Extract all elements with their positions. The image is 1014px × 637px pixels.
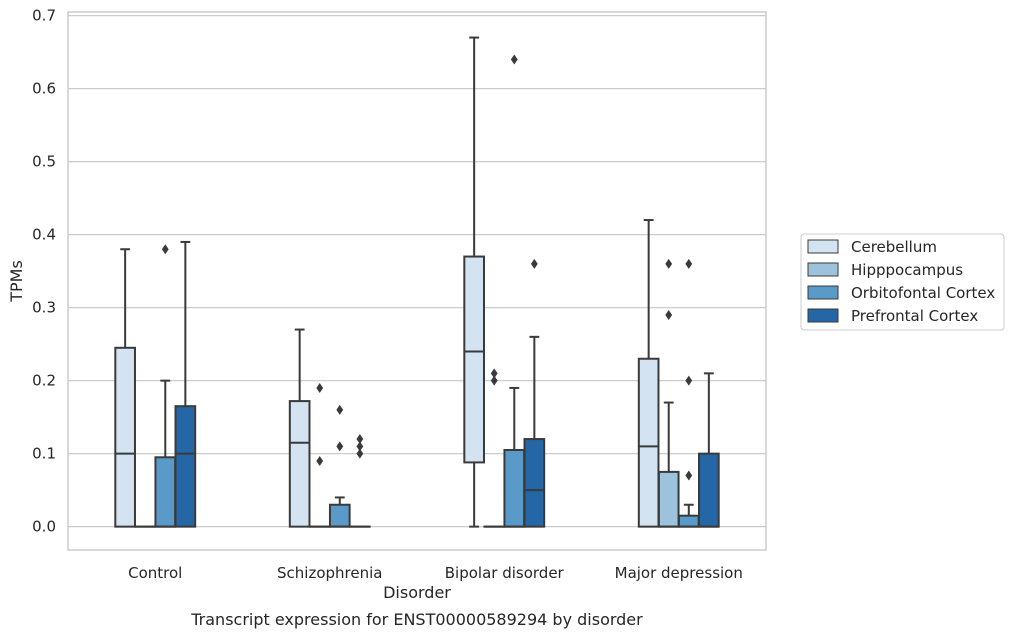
outlier-point [665, 309, 673, 320]
box-0-1 [288, 328, 311, 528]
box-iqr [677, 514, 700, 528]
y-tick-label: 0.4 [32, 226, 56, 244]
box-0-0 [114, 248, 136, 528]
box-iqr [698, 452, 720, 528]
y-tick-label: 0.6 [32, 80, 56, 98]
x-axis-label: Disorder [383, 583, 451, 602]
outlier-point [356, 448, 364, 459]
box-iqr [523, 438, 546, 528]
legend: Cerebellum Hipppocampus Orbitofontal Corte… [800, 233, 1005, 331]
outlier-point [336, 441, 344, 452]
x-tick-label: Schizophrenia [277, 564, 382, 582]
outlier-point [356, 434, 364, 445]
box-0-2 [463, 36, 485, 528]
box-2-2 [503, 54, 526, 528]
outlier-point [161, 244, 169, 255]
box-iqr [114, 346, 136, 528]
box-iqr [463, 255, 485, 464]
legend-swatch [807, 239, 839, 254]
y-tick-label: 0.7 [32, 7, 56, 25]
outlier-point [336, 404, 344, 415]
box-3-0 [174, 240, 197, 528]
outlier-point [490, 368, 498, 379]
box-3-1 [349, 434, 371, 528]
y-tick-label: 0.3 [32, 299, 56, 317]
outlier-point [316, 382, 324, 393]
y-tick-label: 0.2 [32, 372, 56, 390]
y-tick-label: 0.0 [32, 518, 56, 536]
outlier-point [685, 470, 693, 481]
plot-frame [67, 11, 767, 551]
box-iqr [637, 357, 660, 528]
y-tick-labels: 0.0 0.1 0.2 0.3 0.4 0.5 0.6 0.7 [32, 7, 56, 536]
legend-label: Prefrontal Cortex [851, 307, 978, 325]
legend-label: Hipppocampus [851, 261, 963, 279]
outlier-point [530, 258, 538, 269]
legend-swatch [807, 285, 839, 300]
box-0-3 [637, 219, 660, 528]
box-iqr [288, 400, 311, 528]
box-3-3 [698, 372, 720, 528]
outlier-point [316, 455, 324, 466]
y-tick-label: 0.5 [32, 153, 56, 171]
x-tick-label: Major depression [615, 564, 743, 582]
legend-swatch [807, 308, 839, 323]
box-2-1 [328, 404, 351, 528]
outlier-point [685, 375, 693, 386]
y-tick-label: 0.1 [32, 445, 56, 463]
box-iqr [328, 503, 351, 528]
box-3-2 [523, 258, 546, 528]
box-groups [114, 36, 720, 528]
legend-frame [800, 233, 1005, 331]
box-iqr [174, 405, 197, 528]
x-tick-labels: Control Schizophrenia Bipolar disorder Majo… [128, 564, 743, 582]
x-tick-label: Bipolar disorder [445, 564, 565, 582]
outlier-point [685, 258, 693, 269]
y-axis-label: TPMs [7, 260, 26, 303]
outlier-point [510, 54, 518, 65]
legend-label: Cerebellum [851, 238, 937, 256]
box-iqr [154, 456, 177, 528]
outlier-point [356, 441, 364, 452]
outlier-point [665, 258, 673, 269]
legend-swatch [807, 262, 839, 277]
box-iqr [503, 448, 526, 528]
chart-caption: Transcript expression for ENST0000058929… [190, 610, 643, 629]
box-iqr [657, 470, 680, 528]
x-tick-label: Control [128, 564, 182, 582]
legend-label: Orbitofontal Cortex [851, 284, 995, 302]
box-1-3 [657, 258, 680, 528]
outlier-point [490, 375, 498, 386]
